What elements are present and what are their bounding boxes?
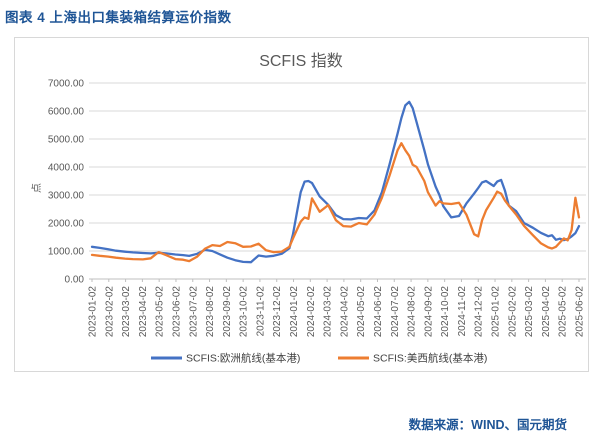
y-axis-tick-label: 4000.00 [48,163,85,174]
scfis-line-chart: 0.00 1000.00 2000.00 3000.00 4000.00 5000.00 6… [31,52,586,365]
x-axis-tick-label: 2023-01-02 [88,286,99,338]
x-axis-tick-label: 2023-09-02 [222,286,233,338]
x-axis-tick-label: 2025-03-02 [524,286,535,338]
x-axis-tick-label: 2023-11-02 [255,286,266,337]
x-axis-tick-label: 2024-10-02 [440,286,451,338]
y-axis-title: 点 [31,183,43,193]
x-axis-tick-label: 2024-03-02 [323,286,334,338]
y-axis-tick-label: 6000.00 [48,107,85,118]
x-axis-tick-label: 2024-08-02 [407,286,418,338]
x-axis-tick-label: 2023-10-02 [239,286,250,338]
x-axis-tick-label: 2024-06-02 [373,286,384,338]
x-axis-tick-label: 2023-02-02 [104,286,115,338]
figure-title: 图表 4 上海出口集装箱结算运价指数 [5,10,232,25]
x-axis-tick-label: 2023-05-02 [155,286,166,338]
y-axis-tick-label: 5000.00 [48,135,85,146]
chart-container: 0.00 1000.00 2000.00 3000.00 4000.00 5000.00 6… [14,37,589,372]
data-source: 数据来源：WIND、国元期货 [408,418,567,432]
legend-label-uswest: SCFIS:美西航线(基本港) [373,352,487,365]
x-axis-tick-label: 2025-04-02 [541,286,552,338]
x-axis-tick-label: 2025-05-02 [558,286,569,338]
x-axis-tick-label: 2024-12-02 [474,286,485,338]
series-line-europe [90,100,581,264]
y-axis-tick-label: 0.00 [65,275,85,286]
series-line-uswest [90,142,581,263]
x-axis-tick-label: 2024-01-02 [289,286,300,338]
y-axis-tick-label: 2000.00 [48,219,85,230]
x-axis-tick-label: 2025-02-02 [507,286,518,338]
x-axis-tick-label: 2025-01-02 [491,286,502,338]
x-axis-tick-label: 2023-12-02 [272,286,283,338]
legend-label-europe: SCFIS:欧洲航线(基本港) [186,352,300,365]
x-axis-tick-label: 2023-06-02 [171,286,182,338]
x-axis-tick-label: 2024-02-02 [306,286,317,338]
y-axis-tick-label: 1000.00 [48,247,85,258]
x-axis-tick-label: 2023-03-02 [121,286,132,338]
x-axis-tick-label: 2024-11-02 [457,286,468,337]
y-axis-tick-label: 3000.00 [48,191,85,202]
x-axis-tick-label: 2023-08-02 [205,286,216,338]
x-axis-tick-label: 2024-09-02 [423,286,434,338]
y-axis-tick-label: 7000.00 [48,79,85,90]
x-axis-tick-label: 2024-04-02 [339,286,350,338]
x-axis-tick-label: 2025-06-02 [575,286,586,338]
x-axis-tick-label: 2023-04-02 [138,286,149,338]
x-axis-tick-label: 2024-07-02 [390,286,401,338]
x-axis-tick-label: 2024-05-02 [356,286,367,338]
chart-title: SCFIS 指数 [259,52,343,70]
x-axis-tick-label: 2023-07-02 [188,286,199,338]
